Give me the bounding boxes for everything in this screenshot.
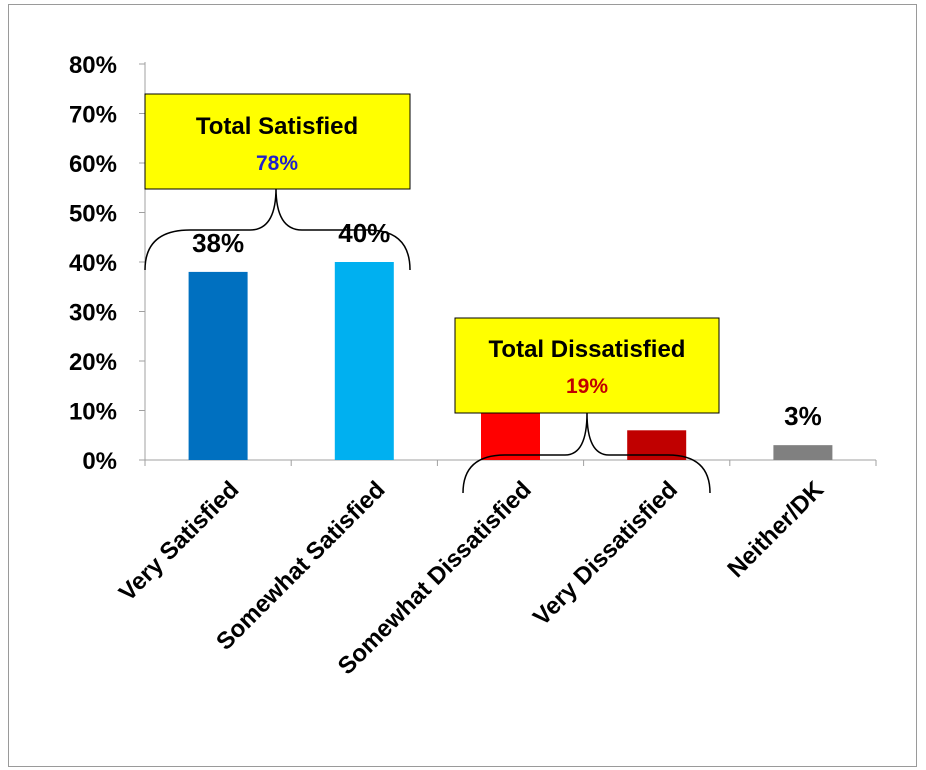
bar: [773, 445, 833, 460]
axes: 0% 10% 20% 30% 40% 50% 60% 70% 80%: [69, 52, 877, 475]
y-tick-label: 30%: [69, 300, 117, 327]
data-labels: 38% 40% 3%: [192, 218, 822, 431]
y-tick-label: 10%: [69, 399, 117, 426]
data-label: 38%: [192, 228, 244, 258]
callout-box-dissatisfied: [454, 317, 720, 414]
y-tick-label: 20%: [69, 349, 117, 376]
data-label: 40%: [338, 218, 390, 248]
y-tick-label: 80%: [69, 52, 117, 79]
y-tick-label: 60%: [69, 151, 117, 178]
data-label: 3%: [784, 401, 822, 431]
bar: [188, 271, 248, 460]
callout-value-dissatisfied: 19%: [566, 375, 608, 398]
callout-value-satisfied: 78%: [256, 152, 298, 175]
y-tick-label: 50%: [69, 201, 117, 228]
y-tick-label: 0%: [82, 448, 117, 475]
bar: [334, 262, 394, 460]
y-tick-label: 70%: [69, 102, 117, 129]
callout-title-satisfied: Total Satisfied: [196, 113, 358, 140]
callouts: Total Satisfied 78% Total Dissatisfied 19%: [144, 93, 720, 494]
y-tick-label: 40%: [69, 250, 117, 277]
callout-box-satisfied: [144, 93, 411, 190]
callout-title-dissatisfied: Total Dissatisfied: [489, 336, 686, 363]
